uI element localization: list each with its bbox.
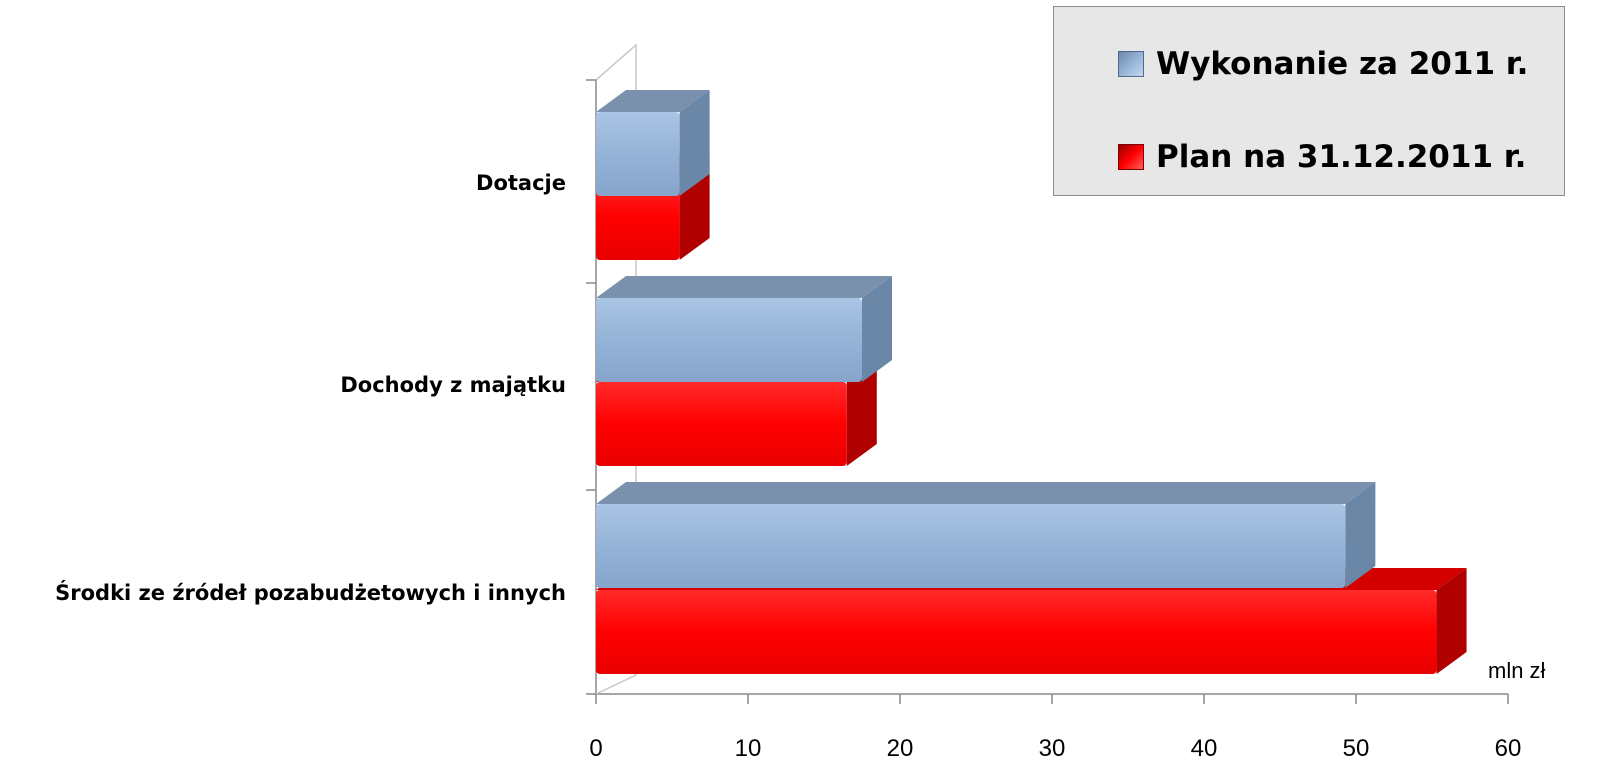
- bar: [596, 482, 1376, 588]
- legend-swatch-series-1: [1118, 51, 1144, 77]
- x-unit-label: mln zł: [1488, 658, 1546, 683]
- x-tick-label: 10: [735, 735, 762, 762]
- bar-side-face: [846, 360, 877, 466]
- bar-front-face: [596, 590, 1437, 674]
- legend-label-series-2: Plan na 31.12.2011 r.: [1156, 139, 1527, 175]
- bar-top-face: [596, 276, 892, 298]
- bar-side-face: [679, 90, 710, 196]
- tick-layer: 0 10 20 30 40 50 60: [586, 79, 1522, 762]
- bar: [596, 90, 710, 196]
- bar-front-face: [596, 112, 680, 196]
- bar-layer: [596, 90, 1467, 674]
- bar-front-face: [596, 176, 680, 260]
- legend: Wykonanie za 2011 r. Plan na 31.12.2011 …: [1053, 6, 1565, 196]
- category-label: Środki ze źródeł pozabudżetowych i innyc…: [55, 580, 566, 605]
- bar-front-face: [596, 504, 1346, 588]
- x-tick-label: 20: [887, 735, 914, 762]
- legend-item-series-2: Plan na 31.12.2011 r.: [1118, 137, 1526, 177]
- bar-front-face: [596, 298, 862, 382]
- legend-swatch-series-2: [1118, 144, 1144, 170]
- x-tick-label: 60: [1495, 735, 1522, 762]
- category-label: Dotacje: [476, 171, 566, 195]
- bar-top-face: [596, 482, 1376, 504]
- bar-side-face: [1345, 482, 1376, 588]
- x-tick-label: 0: [589, 735, 602, 762]
- category-label: Dochody z majątku: [340, 373, 566, 397]
- bar-side-face: [1436, 568, 1467, 674]
- legend-label-series-1: Wykonanie za 2011 r.: [1156, 46, 1529, 82]
- legend-item-series-1: Wykonanie za 2011 r.: [1118, 44, 1528, 84]
- bar-side-face: [862, 276, 892, 382]
- bar-front-face: [596, 382, 847, 466]
- bar-top-face: [596, 90, 710, 112]
- x-tick-label: 40: [1191, 735, 1218, 762]
- x-tick-label: 50: [1343, 735, 1370, 762]
- bar: [596, 276, 892, 382]
- label-layer: Dotacje Dochody z majątku Środki ze źródeł…: [55, 171, 566, 605]
- x-tick-label: 30: [1039, 735, 1066, 762]
